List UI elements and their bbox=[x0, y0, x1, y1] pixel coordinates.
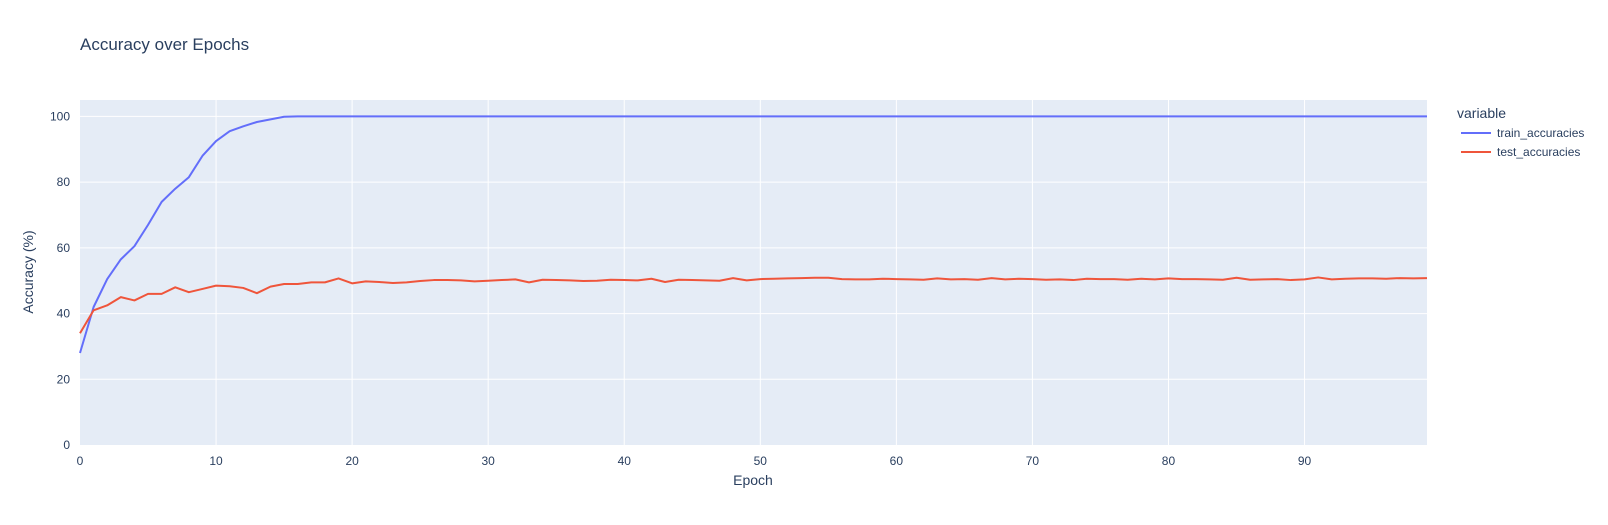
x-axis-title: Epoch bbox=[733, 472, 773, 488]
series-line-train_accuracies bbox=[79, 115, 1427, 354]
x-tick-label: 0 bbox=[77, 454, 84, 468]
axis-ticks: 0 20 40 60 80 100 0 10 20 30 40 50 60 70 80 90 bbox=[50, 109, 1312, 468]
legend: variable train_accuracies test_accuracies bbox=[1457, 105, 1584, 159]
legend-label: train_accuracies bbox=[1497, 126, 1584, 140]
legend-item-train_accuracies[interactable]: train_accuracies bbox=[1461, 126, 1584, 140]
plot-area bbox=[80, 100, 1427, 445]
x-tick-label: 10 bbox=[209, 454, 223, 468]
x-tick-label: 90 bbox=[1298, 454, 1312, 468]
x-tick-label: 50 bbox=[754, 454, 768, 468]
y-tick-label: 80 bbox=[57, 175, 71, 189]
chart-title: Accuracy over Epochs bbox=[80, 35, 249, 54]
y-tick-label: 100 bbox=[50, 109, 70, 123]
legend-item-test_accuracies[interactable]: test_accuracies bbox=[1461, 145, 1580, 159]
x-tick-label: 70 bbox=[1026, 454, 1040, 468]
y-tick-label: 40 bbox=[57, 307, 71, 321]
x-tick-label: 80 bbox=[1162, 454, 1176, 468]
series-lines bbox=[79, 115, 1428, 354]
x-tick-label: 40 bbox=[618, 454, 632, 468]
x-tick-label: 20 bbox=[345, 454, 359, 468]
y-tick-label: 0 bbox=[63, 438, 70, 452]
y-tick-label: 60 bbox=[57, 241, 71, 255]
legend-title: variable bbox=[1457, 105, 1506, 121]
y-tick-label: 20 bbox=[57, 372, 71, 386]
x-tick-label: 30 bbox=[482, 454, 496, 468]
series-line-test_accuracies bbox=[79, 276, 1428, 334]
legend-label: test_accuracies bbox=[1497, 145, 1580, 159]
x-tick-label: 60 bbox=[890, 454, 904, 468]
y-axis-title: Accuracy (%) bbox=[20, 230, 36, 313]
